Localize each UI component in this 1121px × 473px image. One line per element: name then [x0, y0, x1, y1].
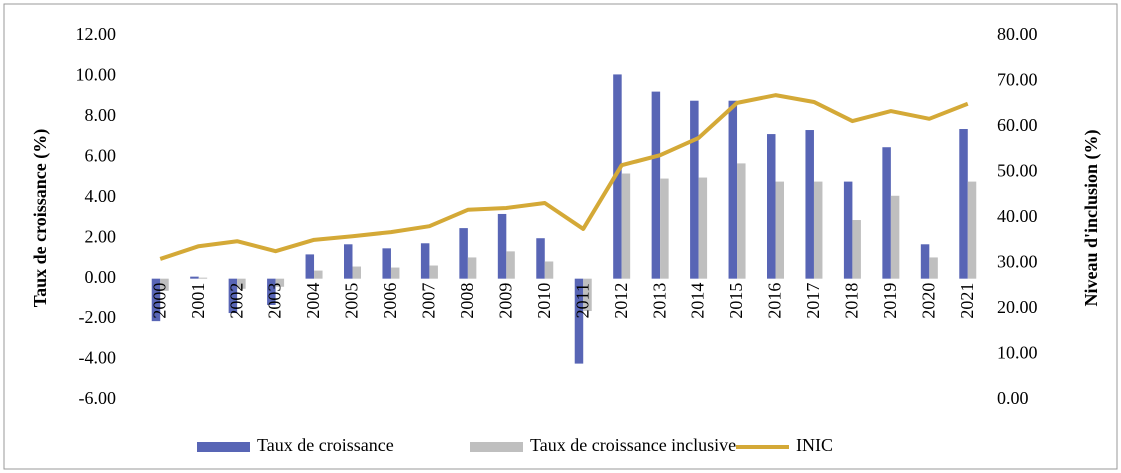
bar [275, 278, 285, 287]
y2-tick-label: 60.00 [997, 115, 1038, 135]
bar [583, 278, 592, 312]
bar [390, 267, 400, 279]
y-tick-label: -4.00 [79, 348, 117, 368]
bar [737, 163, 746, 279]
bar [621, 173, 631, 279]
legend-swatch [197, 442, 250, 452]
x-tick-label: 2020 [918, 283, 938, 319]
y2-tick-label: 70.00 [997, 70, 1038, 90]
x-tick-label: 2021 [957, 283, 977, 319]
y-tick-label: 2.00 [85, 226, 117, 246]
bar [574, 278, 584, 364]
x-tick-label: 2008 [457, 283, 477, 319]
x-tick-label: 2005 [342, 283, 362, 319]
bar [775, 181, 784, 279]
x-tick-label: 2000 [149, 283, 169, 319]
y-tick-label: -2.00 [79, 307, 117, 327]
bar [352, 266, 361, 279]
x-tick-label: 2011 [572, 283, 592, 318]
bar [767, 134, 776, 279]
x-tick-label: 2012 [611, 283, 631, 319]
bar [151, 278, 161, 322]
x-tick-label: 2014 [688, 283, 708, 319]
bar [843, 181, 853, 279]
y-tick-label: 0.00 [85, 267, 117, 287]
y-tick-label: 10.00 [76, 65, 117, 85]
x-tick-label: 2016 [765, 283, 785, 319]
bar [497, 213, 507, 279]
legend-label: INIC [796, 435, 833, 455]
y2-tick-label: 40.00 [997, 206, 1038, 226]
y-tick-label: 6.00 [85, 145, 117, 165]
x-tick-label: 2013 [649, 283, 669, 319]
bar [698, 177, 708, 279]
bar [805, 130, 814, 279]
bar [237, 278, 246, 289]
y2-tick-label: 30.00 [997, 252, 1038, 272]
bar [813, 181, 823, 279]
x-tick-label: 2018 [842, 283, 862, 319]
y-tick-label: 8.00 [85, 105, 117, 125]
bar [920, 244, 930, 279]
line [159, 93, 969, 261]
y2-tick-label: 0.00 [997, 388, 1029, 408]
x-tick-label: 2001 [188, 283, 208, 319]
bar [429, 265, 438, 279]
bar [506, 251, 515, 279]
chart-border [3, 3, 1118, 470]
y2-tick-label: 80.00 [997, 24, 1038, 44]
bar [160, 278, 169, 291]
bar [420, 243, 430, 279]
bar [852, 220, 861, 279]
y2-tick-label: 20.00 [997, 297, 1038, 317]
legend-swatch [470, 442, 523, 452]
x-tick-label: 2019 [880, 283, 900, 319]
bar [660, 178, 669, 279]
bar [544, 261, 554, 279]
bar [890, 195, 900, 279]
bar [967, 181, 977, 279]
x-tick-label: 2002 [226, 283, 246, 319]
y-tick-label: 12.00 [76, 24, 117, 44]
x-tick-label: 2006 [380, 283, 400, 319]
x-tick-label: 2017 [803, 283, 823, 319]
x-tick-label: 2010 [534, 283, 554, 319]
y2-tick-label: 10.00 [997, 343, 1038, 363]
bar [305, 254, 315, 279]
bar [929, 257, 938, 279]
bar [959, 129, 968, 279]
y-tick-label: -6.00 [79, 388, 117, 408]
y2-tick-label: 50.00 [997, 161, 1038, 181]
bar [690, 100, 699, 279]
bar [882, 147, 891, 279]
bar [467, 257, 477, 279]
x-tick-label: 2007 [419, 283, 439, 319]
y2-axis-title: Niveau d'inclusion (%) [1081, 129, 1102, 306]
bar [651, 91, 661, 279]
x-tick-label: 2004 [303, 283, 323, 319]
bar [613, 74, 622, 279]
legend-label: Taux de croissance inclusive [530, 435, 736, 455]
x-tick-label: 2009 [495, 283, 515, 319]
bar [314, 270, 323, 279]
bar [228, 278, 238, 314]
x-tick-label: 2003 [265, 283, 285, 319]
bar [382, 248, 391, 279]
bar [536, 238, 545, 279]
y-axis-title: Taux de croissance (%) [30, 129, 51, 308]
x-tick-label: 2015 [726, 283, 746, 319]
y-tick-label: 4.00 [85, 186, 117, 206]
bar [344, 244, 353, 279]
bar [198, 277, 208, 279]
bar [190, 276, 199, 279]
bar [459, 228, 468, 279]
bar [267, 278, 276, 305]
legend-label: Taux de croissance [257, 435, 394, 455]
bar [728, 100, 738, 279]
